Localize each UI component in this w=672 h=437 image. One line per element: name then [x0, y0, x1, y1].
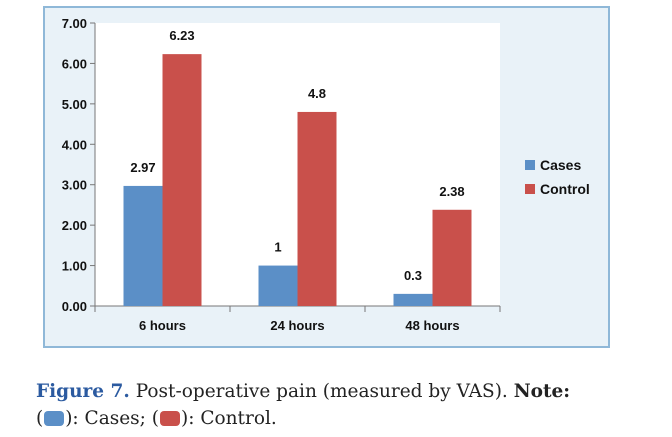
bar-control	[297, 111, 337, 306]
caption-open-paren: (	[36, 408, 44, 429]
bar-control	[432, 209, 472, 306]
y-tick-label: 6.00	[62, 56, 87, 71]
y-tick-label: 1.00	[62, 259, 87, 274]
data-label-cases: 1	[274, 240, 281, 255]
bar-control	[162, 54, 202, 306]
y-tick-label: 7.00	[62, 16, 87, 31]
bars: 2.97 6.23 1 4.8 0.3 2.38	[123, 28, 472, 306]
data-label-control: 4.8	[308, 86, 326, 101]
x-axis: 6 hours 24 hours 48 hours	[94, 305, 501, 333]
bar-cases	[258, 265, 298, 306]
x-tick-label: 6 hours	[139, 318, 186, 333]
data-label-control: 2.38	[439, 184, 464, 199]
x-tick-label: 48 hours	[405, 318, 459, 333]
x-tick-label: 24 hours	[270, 318, 324, 333]
legend-label-control: Control	[540, 181, 590, 197]
caption-cases-swatch	[44, 411, 65, 426]
caption-note-label: Note:	[513, 381, 571, 402]
y-tick-label: 4.00	[62, 137, 87, 152]
legend-label-cases: Cases	[540, 157, 581, 173]
bar-chart: 0.00 1.00 2.00 3.00 4.00 5.00 6.00 7.00 6 hours…	[62, 16, 590, 333]
figure-caption: Figure 7. Post-operative pain (measured …	[36, 378, 636, 432]
data-label-cases: 0.3	[404, 268, 422, 283]
y-tick-label: 5.00	[62, 97, 87, 112]
bar-cases	[393, 293, 433, 306]
caption-control-text: ): Control.	[181, 408, 277, 429]
bar-cases	[123, 185, 163, 306]
y-axis: 0.00 1.00 2.00 3.00 4.00 5.00 6.00 7.00	[62, 16, 96, 314]
data-label-control: 6.23	[169, 28, 194, 43]
caption-control-swatch	[160, 411, 181, 426]
caption-text: Post-operative pain (measured by VAS).	[129, 381, 514, 402]
y-tick-label: 0.00	[62, 299, 87, 314]
legend: Cases Control	[525, 157, 590, 197]
caption-label: Figure 7.	[36, 381, 130, 402]
y-tick-label: 2.00	[62, 218, 87, 233]
legend-swatch-control	[525, 184, 535, 194]
legend-swatch-cases	[525, 160, 535, 170]
caption-cases-text: ): Cases; (	[65, 408, 160, 429]
data-label-cases: 2.97	[130, 160, 155, 175]
y-tick-label: 3.00	[62, 178, 87, 193]
